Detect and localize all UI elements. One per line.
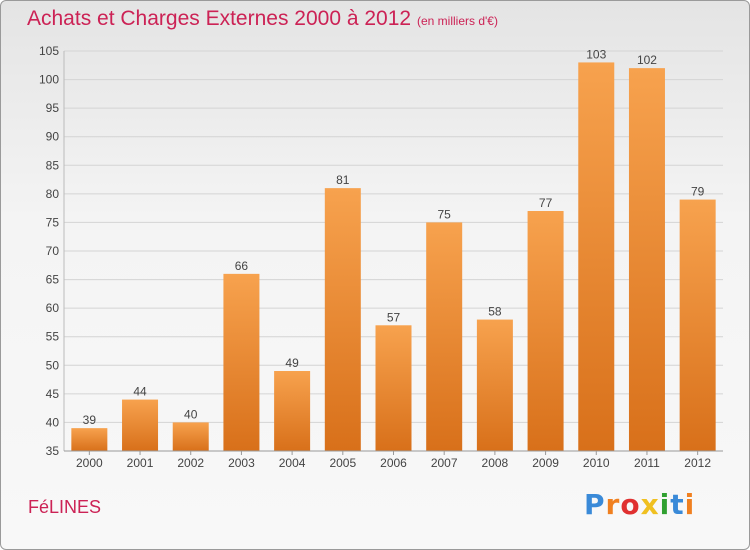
logo-letter: r (605, 488, 621, 521)
x-tick-label: 2011 (634, 456, 660, 470)
bar-2002 (172, 422, 209, 451)
data-label: 58 (488, 305, 502, 319)
bar-2009 (527, 211, 564, 451)
data-label: 102 (637, 53, 657, 67)
bar-2008 (476, 319, 513, 451)
x-tick-label: 2003 (228, 456, 255, 470)
y-tick-label: 80 (46, 187, 60, 201)
data-label: 66 (235, 259, 249, 273)
y-tick-label: 65 (46, 273, 60, 287)
bar-2010 (578, 62, 615, 452)
data-label: 57 (387, 310, 401, 324)
logo-letter: P (584, 488, 606, 521)
x-tick-label: 2010 (583, 456, 610, 470)
logo-letter: t (670, 488, 685, 521)
data-label: 49 (285, 356, 299, 370)
bar-2006 (375, 325, 412, 451)
logo-letter: i (659, 488, 671, 521)
bar-2012 (679, 199, 716, 451)
commune-name: FéLINES (28, 497, 102, 517)
data-label: 79 (691, 185, 705, 199)
y-tick-label: 50 (46, 358, 60, 372)
x-tick-label: 2004 (279, 456, 306, 470)
logo-letter: i (684, 488, 696, 521)
bars: 39 44 40 66 49 81 57 75 58 77 103 102 79 (71, 47, 716, 452)
x-tick-label: 2008 (482, 456, 509, 470)
y-tick-label: 60 (46, 301, 60, 315)
x-tick-label: 2001 (127, 456, 154, 470)
logo-letter: x (640, 488, 660, 521)
y-tick-label: 55 (46, 330, 60, 344)
y-tick-label: 85 (46, 158, 60, 172)
data-label: 40 (184, 407, 198, 421)
y-axis: 35 40 45 50 55 60 65 70 75 80 85 90 95 100 105 (39, 44, 65, 458)
data-label: 81 (336, 173, 350, 187)
x-tick-label: 2002 (177, 456, 204, 470)
y-tick-label: 95 (46, 101, 60, 115)
data-label: 44 (133, 385, 147, 399)
y-tick-label: 100 (39, 73, 59, 87)
y-tick-label: 40 (46, 415, 60, 429)
y-tick-label: 90 (46, 130, 60, 144)
data-label: 75 (438, 207, 452, 221)
y-tick-label: 105 (39, 44, 59, 58)
bar-2003 (223, 273, 260, 451)
y-tick-label: 35 (46, 444, 60, 458)
bar-2004 (274, 371, 311, 451)
bar-2005 (324, 188, 361, 451)
data-label: 103 (586, 47, 606, 61)
x-tick-label: 2012 (684, 456, 711, 470)
x-tick-label: 2005 (329, 456, 356, 470)
proxiti-logo: Proxiti (584, 488, 695, 521)
bar-chart: 35 40 45 50 55 60 65 70 75 80 85 90 95 100 105 39 44 40 6… (39, 44, 723, 470)
x-tick-label: 2007 (431, 456, 458, 470)
x-axis: 2000 2001 2002 2003 2004 2005 2006 2007 2008 2009… (64, 450, 723, 470)
logo-letter: o (620, 488, 641, 521)
x-tick-label: 2009 (532, 456, 559, 470)
bar-2011 (628, 68, 665, 452)
chart-title: Achats et Charges Externes 2000 à 2012 (27, 7, 412, 30)
bar-2000 (71, 428, 108, 451)
data-label: 77 (539, 196, 553, 210)
bar-2007 (426, 222, 463, 451)
x-tick-label: 2006 (380, 456, 407, 470)
y-tick-label: 70 (46, 244, 60, 258)
chart-unit: (en milliers d'€) (417, 14, 498, 28)
y-tick-label: 75 (46, 215, 60, 229)
y-tick-label: 45 (46, 387, 60, 401)
x-tick-label: 2000 (76, 456, 103, 470)
data-label: 39 (83, 413, 97, 427)
bar-2001 (122, 399, 159, 451)
